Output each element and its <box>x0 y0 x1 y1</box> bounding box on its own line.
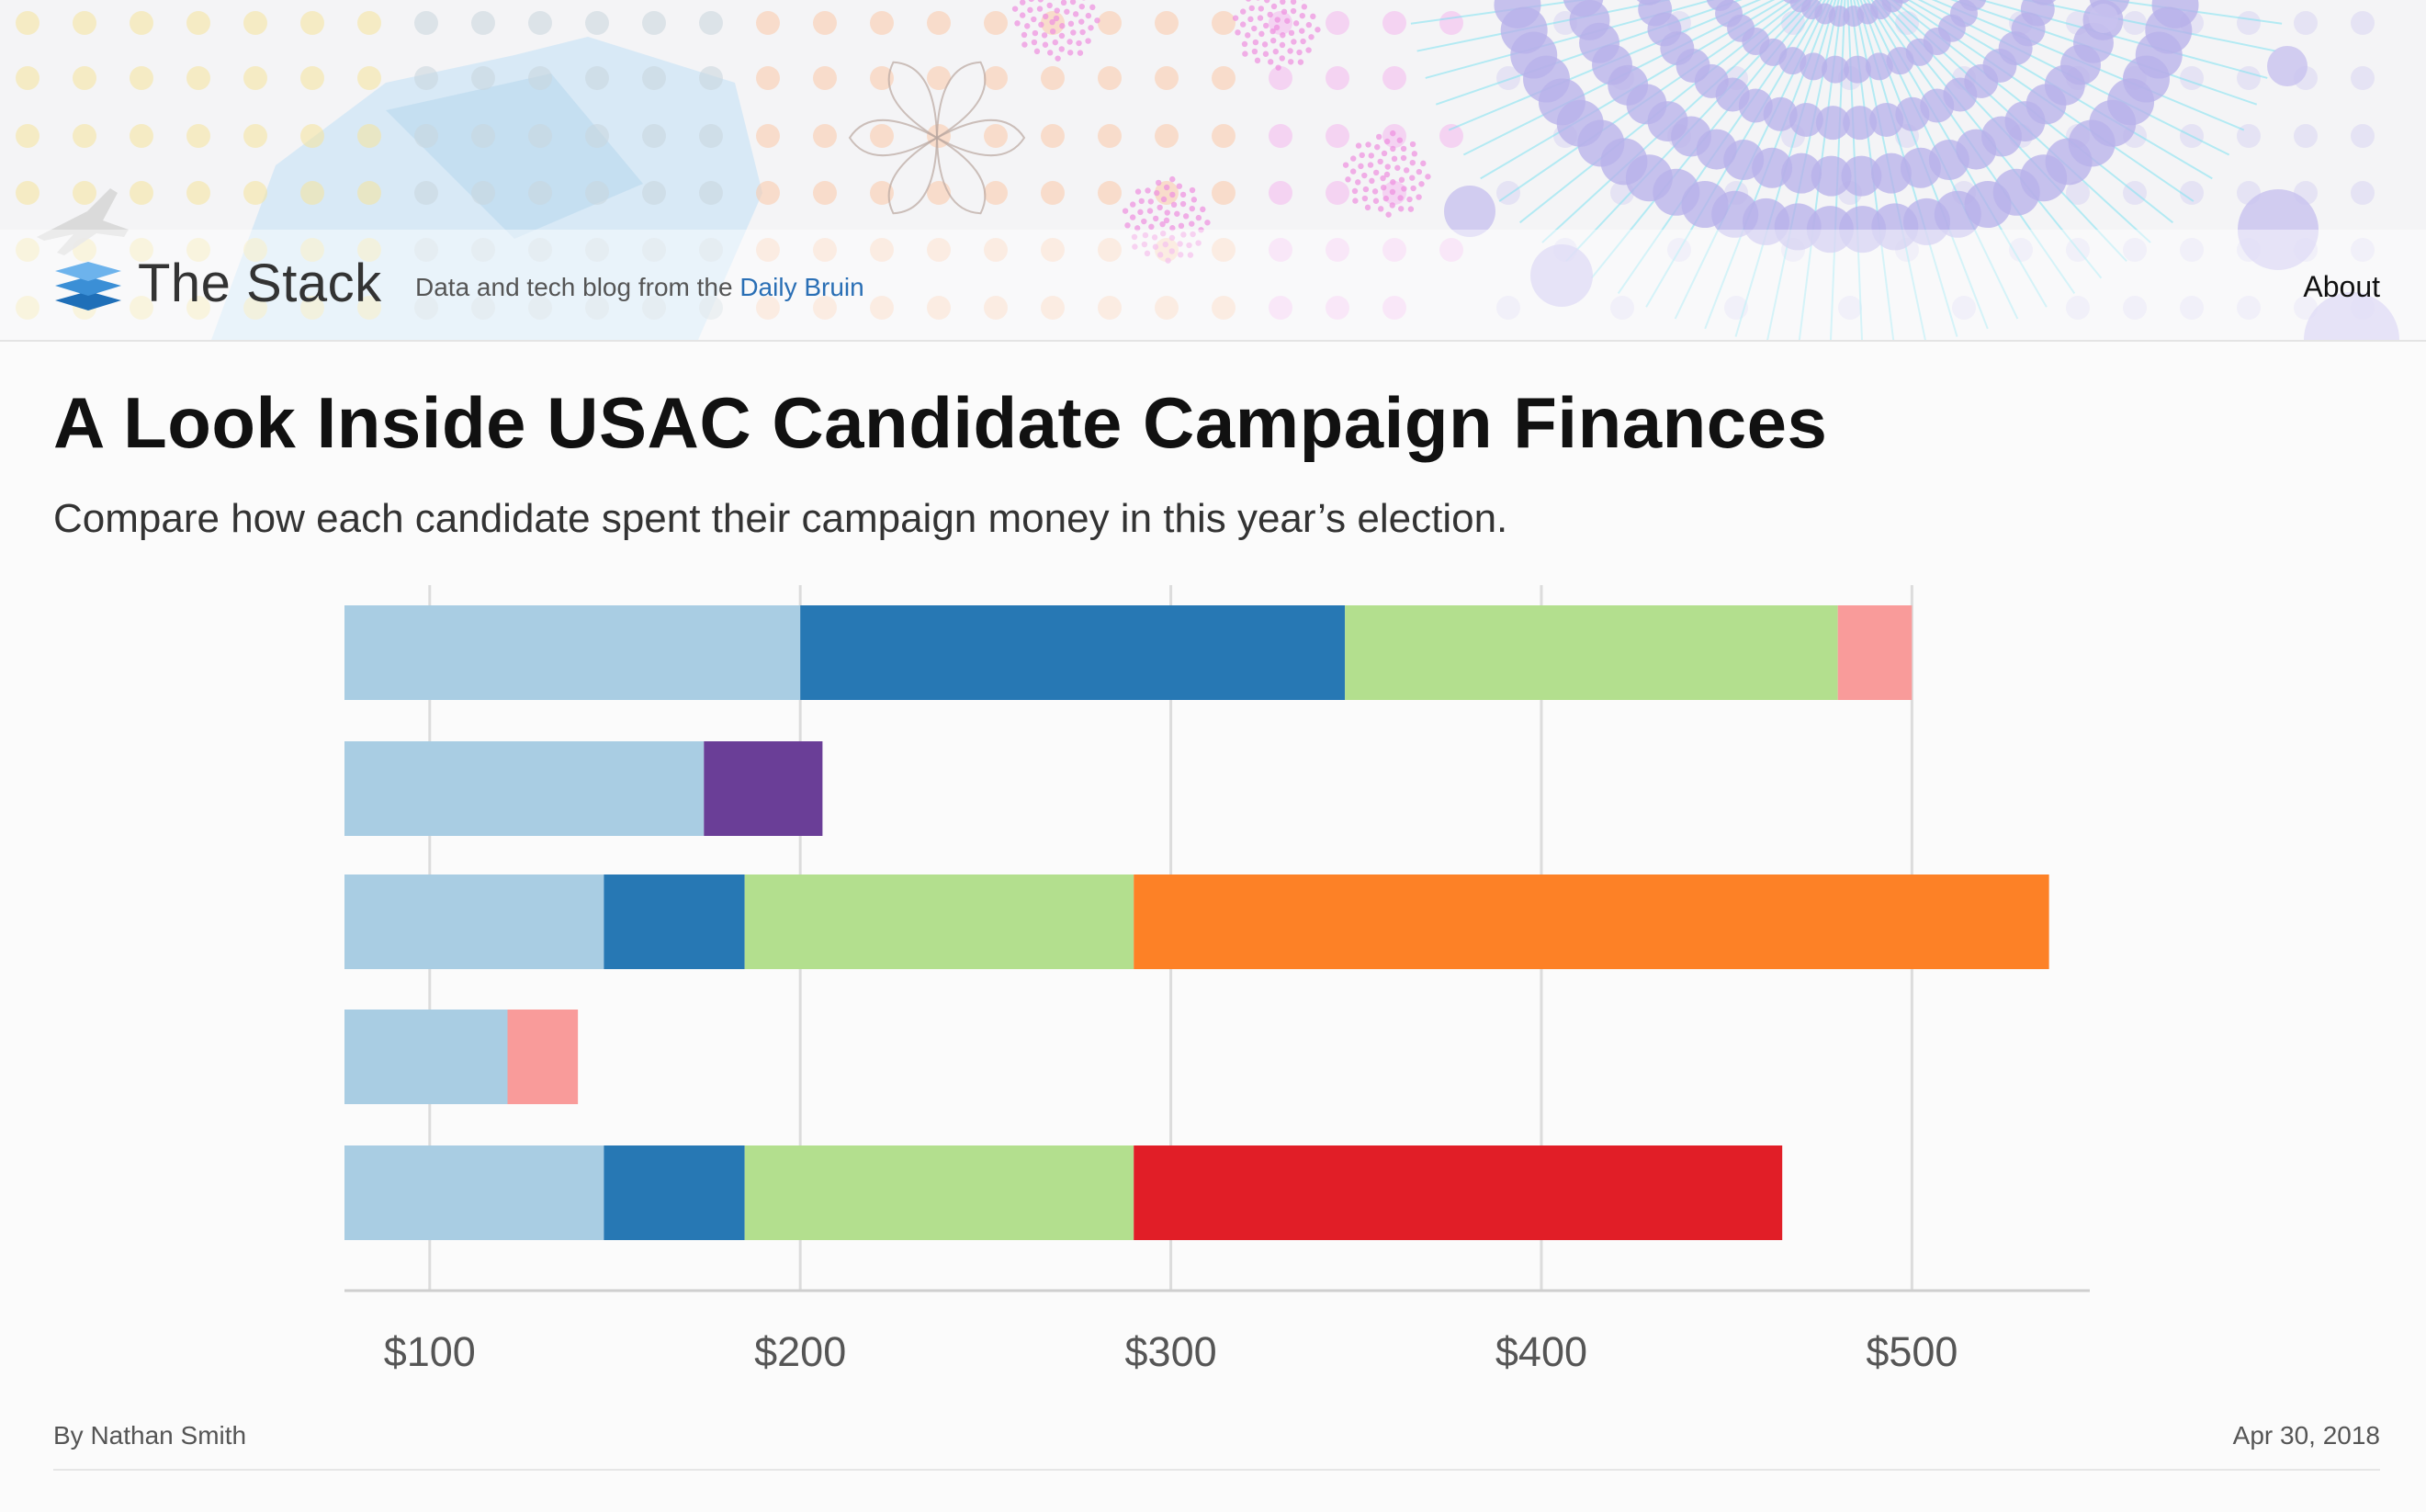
bar-segment <box>1134 1145 1783 1240</box>
x-tick-label: $400 <box>1495 1328 1587 1375</box>
about-link[interactable]: About <box>2303 270 2380 303</box>
bar-segment <box>507 1010 579 1104</box>
x-axis-ticks: $100 $200 $300 $400 $500 <box>384 1328 1958 1375</box>
author-byline: By Nathan Smith <box>53 1421 247 1450</box>
bar-segment <box>1837 605 1913 700</box>
header-background-art <box>0 0 2426 340</box>
bar-segment <box>604 1145 745 1240</box>
bar-segment <box>744 1145 1134 1240</box>
bar-segment <box>1345 605 1838 700</box>
bar-segment <box>344 874 604 969</box>
x-tick-label: $100 <box>384 1328 476 1375</box>
site-home-link[interactable]: The Stack <box>55 246 382 320</box>
x-tick-label: $500 <box>1866 1328 1958 1375</box>
x-tick-label: $200 <box>754 1328 846 1375</box>
bar-segment <box>1134 874 2049 969</box>
bar-segment <box>344 741 705 836</box>
bar-segment <box>604 874 745 969</box>
tagline-text: Data and tech blog from the <box>415 273 740 301</box>
daily-bruin-link[interactable]: Daily Bruin <box>739 273 864 301</box>
article-footer: By Nathan Smith Apr 30, 2018 <box>53 1419 2380 1471</box>
article-subtitle: Compare how each candidate spent their c… <box>53 496 1508 541</box>
publish-date: Apr 30, 2018 <box>2232 1421 2380 1450</box>
bar-segment <box>344 1010 508 1104</box>
x-tick-label: $300 <box>1125 1328 1217 1375</box>
site-header: The Stack Data and tech blog from the Da… <box>0 0 2426 342</box>
article-title: A Look Inside USAC Candidate Campaign Fi… <box>53 382 1828 463</box>
site-tagline: Data and tech blog from the Daily Bruin <box>415 273 864 302</box>
bar-segment <box>704 741 823 836</box>
bar-segment <box>344 605 801 700</box>
bar-segment <box>800 605 1346 700</box>
campaign-spending-chart: $100 $200 $300 $400 $500 <box>344 585 2090 1375</box>
bar-segment <box>744 874 1134 969</box>
bar-segment <box>344 1145 604 1240</box>
stack-logo-icon <box>55 262 121 310</box>
chart-bars <box>344 605 2049 1240</box>
site-title: The Stack <box>138 253 382 313</box>
